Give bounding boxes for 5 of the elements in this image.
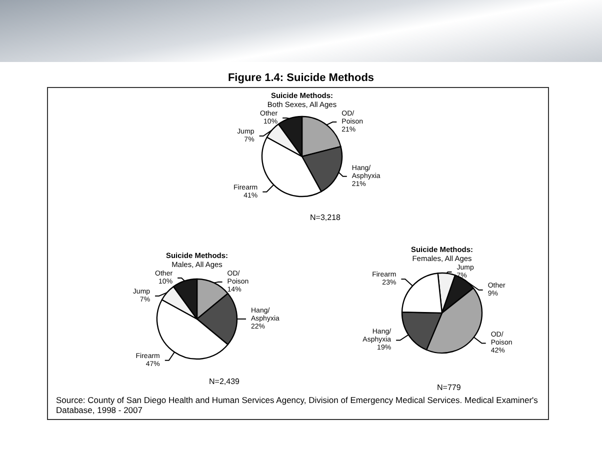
text: Figure 1.4: Suicide Methods: [226, 72, 376, 84]
text: N=3,218: [310, 213, 340, 222]
source-note: Source: County of San Diego Health and Human Services Agency, Division of Emergency Medical Services. Medical Examiner's Database, 1998 - 2007: [56, 395, 539, 415]
text: N=779: [437, 383, 461, 392]
text: N=2,439: [209, 377, 240, 386]
